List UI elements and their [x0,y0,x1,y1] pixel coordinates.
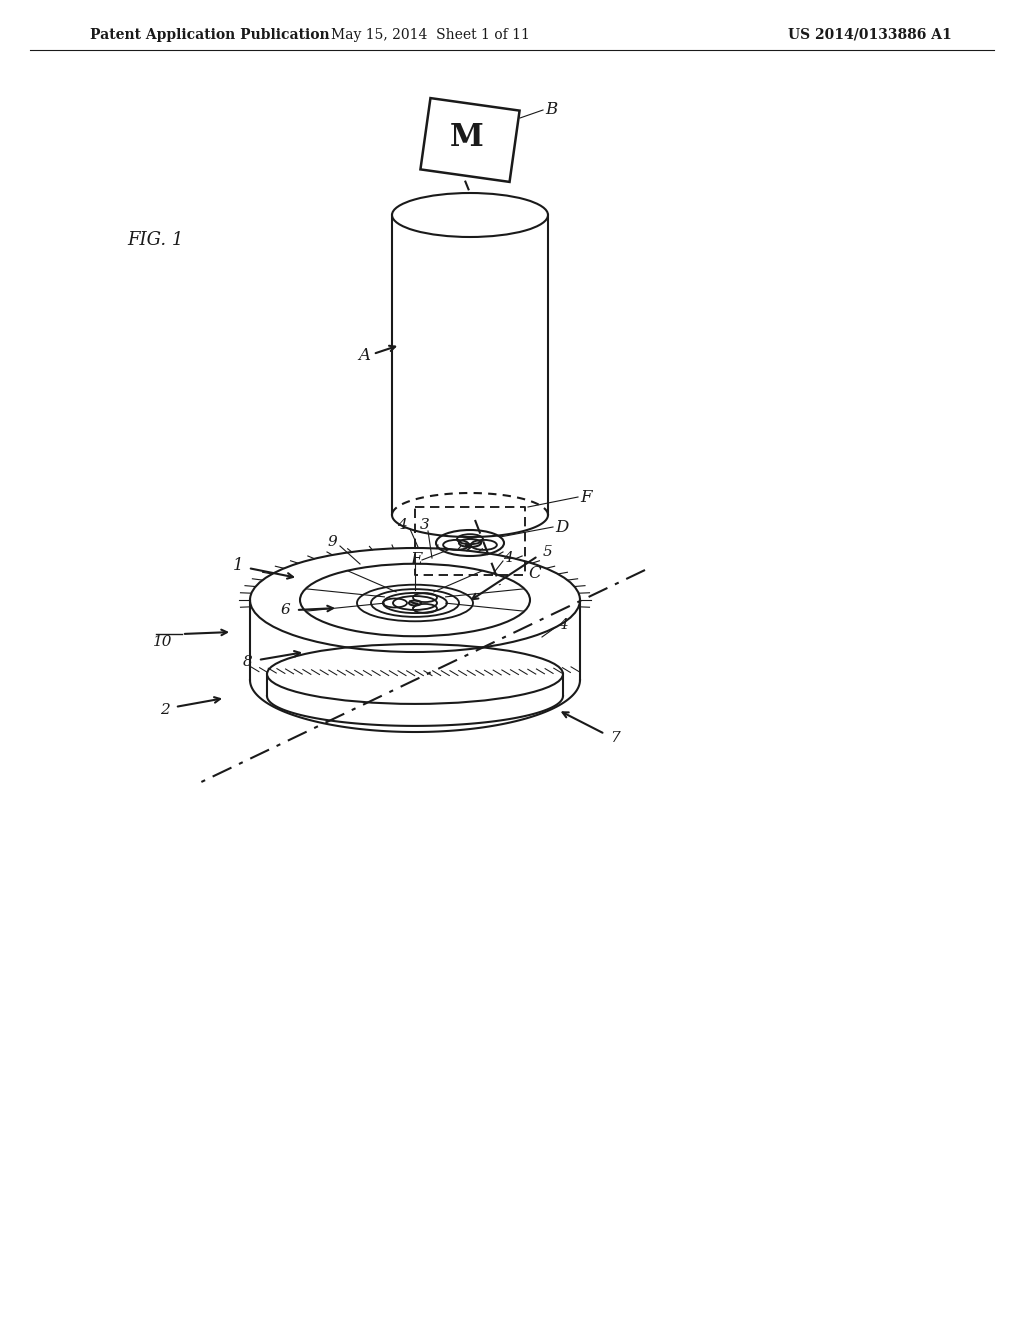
Text: 4: 4 [558,618,568,632]
Text: FIG. 1: FIG. 1 [127,231,183,249]
Text: 5: 5 [543,545,553,558]
Text: D: D [555,519,568,536]
Text: 4: 4 [397,517,407,532]
Text: 6: 6 [281,603,290,616]
Text: C: C [528,565,541,582]
Text: F: F [580,488,592,506]
Text: 2: 2 [160,704,170,717]
Text: A: A [358,346,370,363]
Text: US 2014/0133886 A1: US 2014/0133886 A1 [788,28,952,42]
Text: Patent Application Publication: Patent Application Publication [90,28,330,42]
Text: E: E [410,552,422,569]
Text: 3: 3 [420,517,430,532]
Text: May 15, 2014  Sheet 1 of 11: May 15, 2014 Sheet 1 of 11 [331,28,529,42]
Text: B: B [545,102,557,119]
Text: 8: 8 [243,655,253,669]
Text: 7: 7 [610,731,620,744]
Text: 4: 4 [503,550,513,565]
Text: 9: 9 [327,535,337,549]
Text: 10: 10 [154,635,173,649]
Text: 1: 1 [232,557,244,573]
Text: M: M [451,123,484,153]
